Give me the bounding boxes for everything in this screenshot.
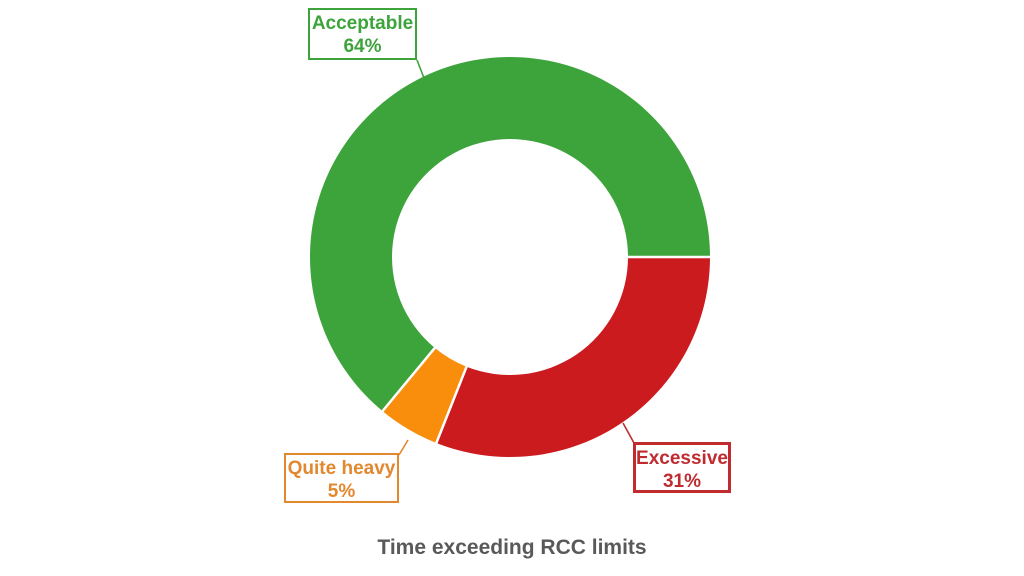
data-label-category: Excessive xyxy=(636,448,728,469)
data-label-box-quite-heavy: Quite heavy 5% xyxy=(284,453,399,503)
data-label-value: 5% xyxy=(327,481,356,502)
chart-title: Time exceeding RCC limits xyxy=(377,536,647,559)
slice-separator xyxy=(434,365,469,445)
slice-excessive xyxy=(436,257,711,458)
data-label-box-excessive: Excessive 31% xyxy=(633,442,731,493)
slice-acceptable xyxy=(310,56,710,412)
data-label-category: Acceptable xyxy=(311,13,414,34)
data-label-value: 64% xyxy=(343,36,382,57)
leader-line-excessive xyxy=(622,422,635,444)
data-label-category: Quite heavy xyxy=(287,458,396,479)
data-label-box-acceptable: Acceptable 64% xyxy=(308,8,417,60)
leader-line-acceptable xyxy=(416,59,425,79)
leader-line-quite-heavy xyxy=(398,439,409,456)
data-label-value: 31% xyxy=(662,471,702,492)
slice-separator xyxy=(380,346,437,413)
